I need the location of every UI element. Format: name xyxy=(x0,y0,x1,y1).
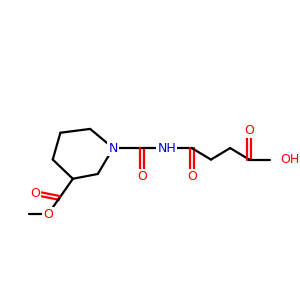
Text: O: O xyxy=(43,208,53,221)
Text: O: O xyxy=(137,170,147,183)
Text: O: O xyxy=(31,187,40,200)
Text: OH: OH xyxy=(280,153,299,166)
Text: O: O xyxy=(244,124,254,137)
Text: NH: NH xyxy=(158,142,176,154)
Text: O: O xyxy=(187,170,197,183)
Text: N: N xyxy=(109,142,118,154)
